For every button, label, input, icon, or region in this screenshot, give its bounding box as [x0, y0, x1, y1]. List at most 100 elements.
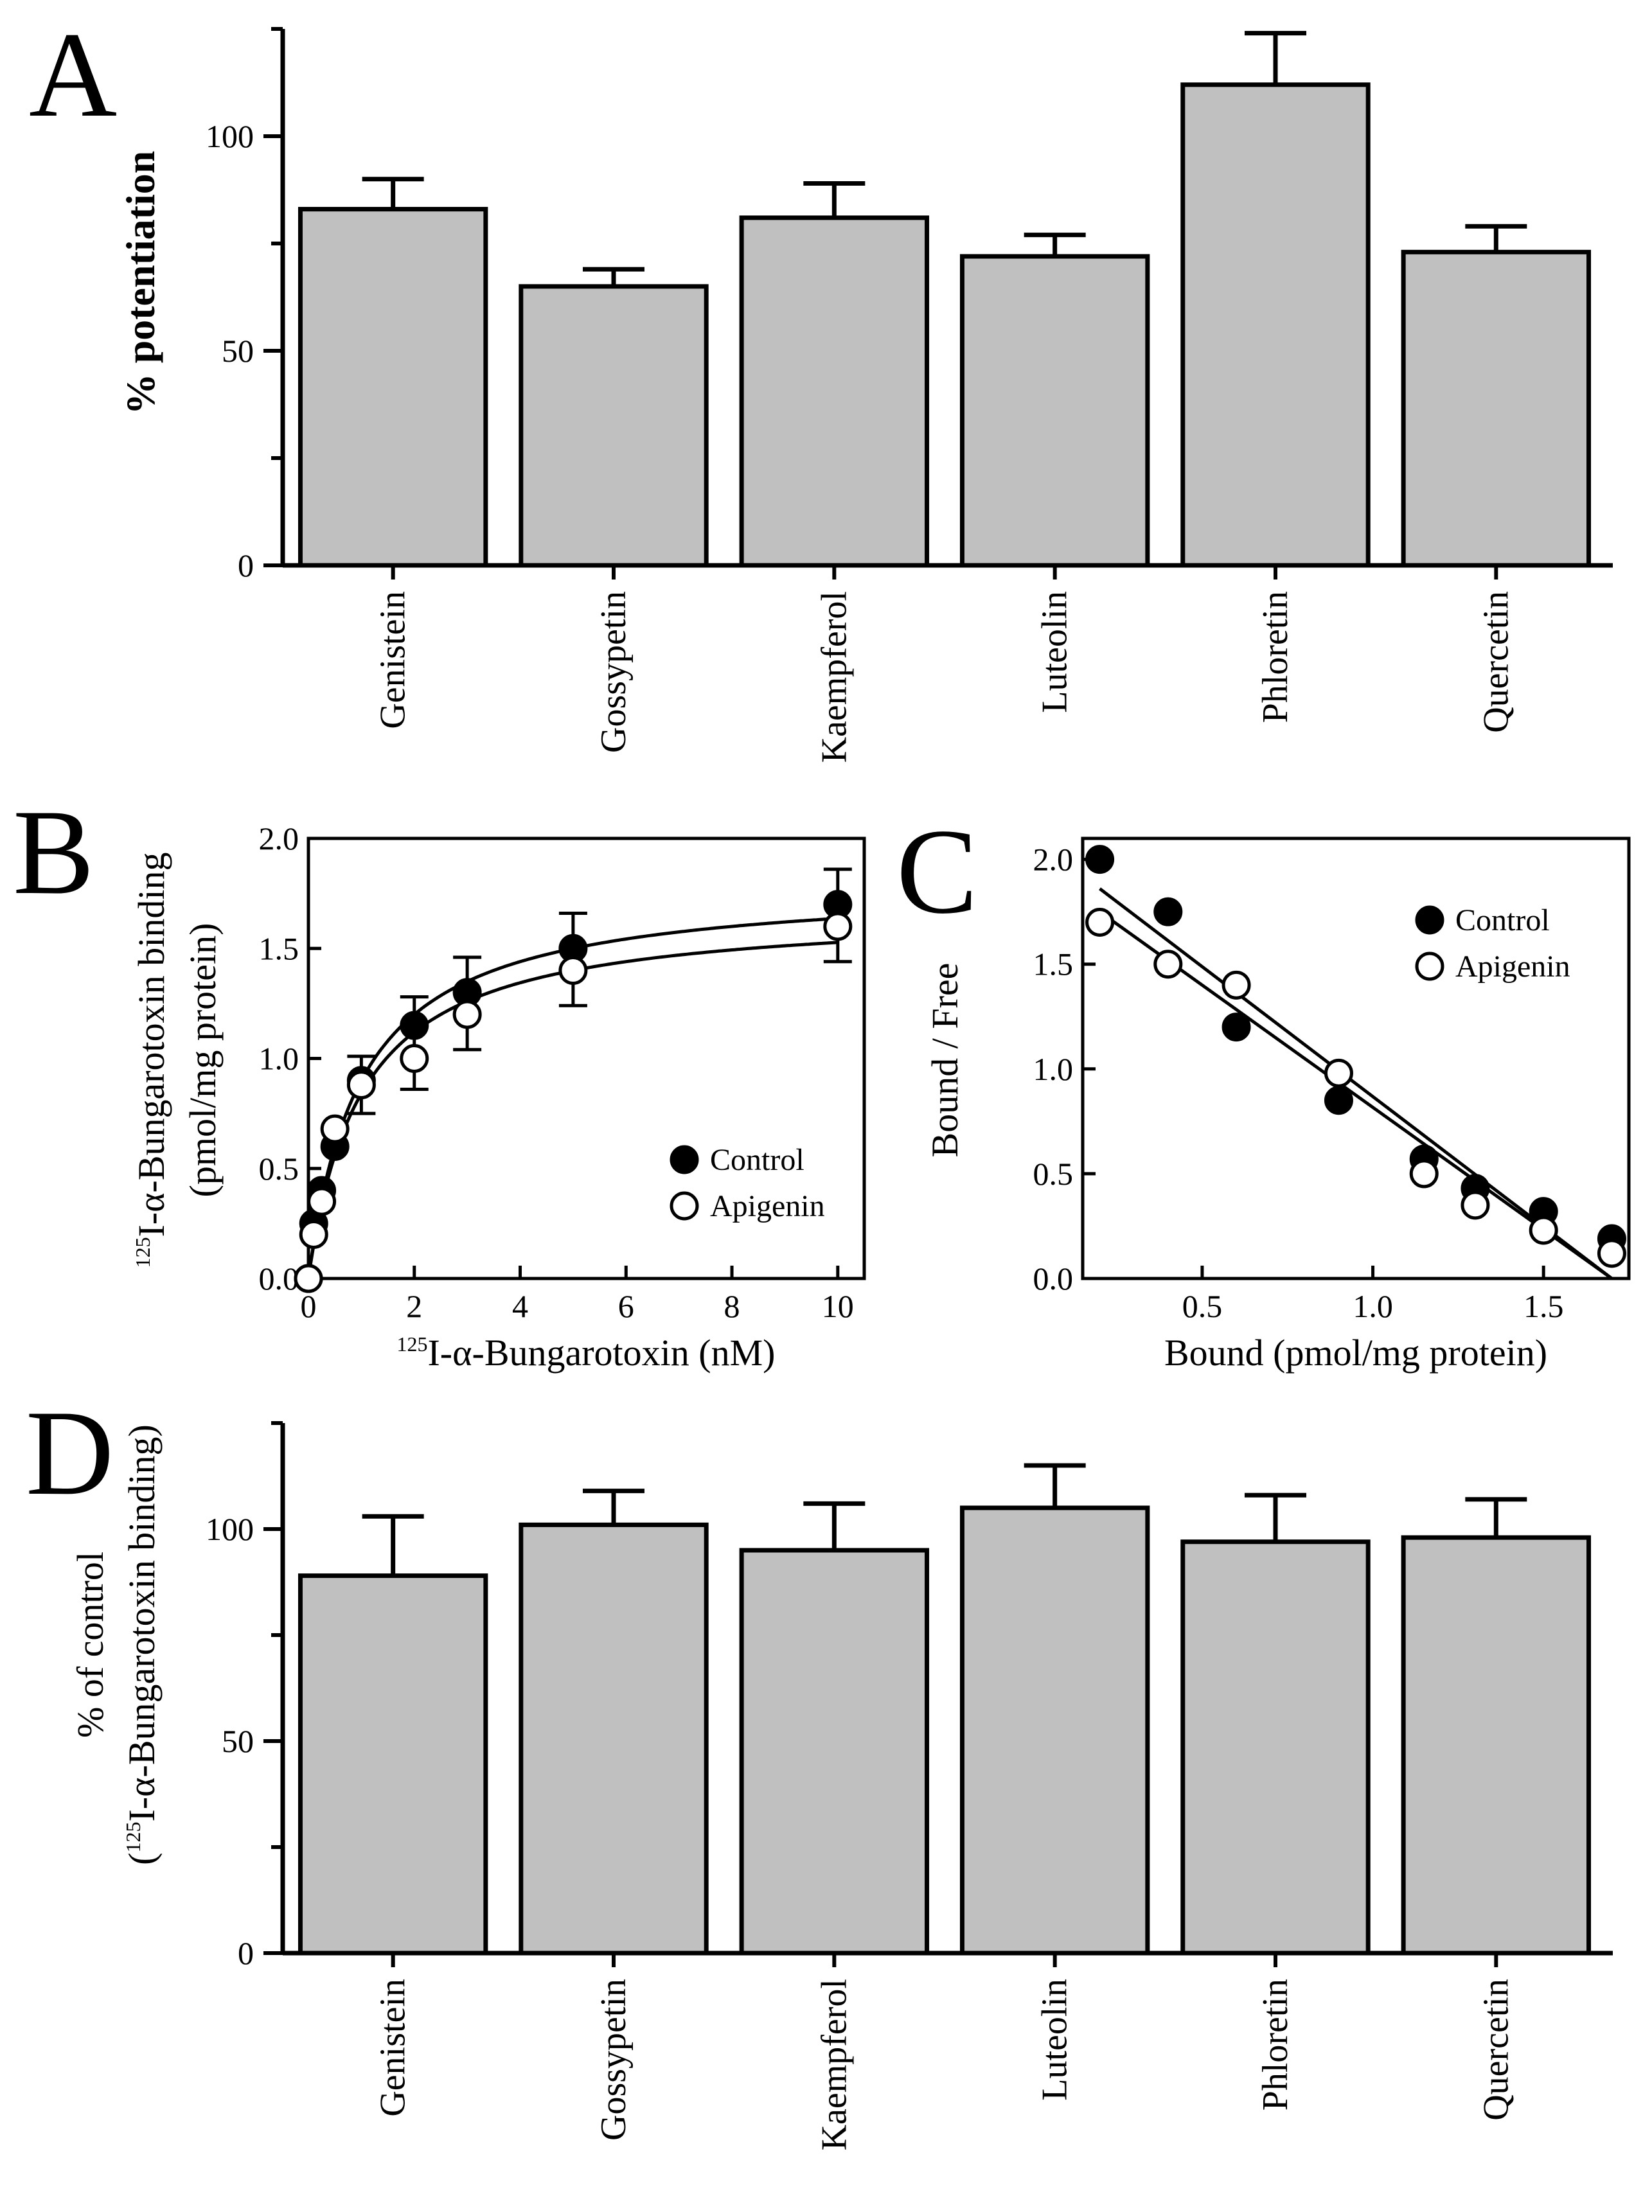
y-axis-title-line1: % of control	[69, 1552, 111, 1738]
bar-gossypetin	[519, 1522, 709, 1956]
x-tick-label: 6	[618, 1288, 634, 1324]
y-tick-label: 0	[238, 547, 254, 583]
legend-marker-control	[670, 1145, 699, 1174]
point-apigenin	[1153, 950, 1183, 979]
y-axis-title-paren: (	[121, 1853, 163, 1865]
point-apigenin	[823, 912, 853, 941]
point-control	[1221, 1013, 1251, 1042]
y-tick-label: 0	[238, 1935, 254, 1971]
legend-label-apigenin: Apigenin	[1455, 950, 1570, 984]
y-axis-title-superscript: 125	[131, 1237, 154, 1268]
y-tick-label: 0.0	[1033, 1261, 1074, 1296]
y-tick-label: 2.0	[259, 820, 299, 856]
category-label-phloretin: Phloretin	[1256, 1979, 1295, 2110]
bar-quercetin	[1401, 249, 1592, 568]
bar-phloretin	[1180, 1539, 1371, 1956]
bar-luteolin	[959, 1505, 1150, 1956]
x-tick-label: 8	[724, 1288, 740, 1324]
point-apigenin	[558, 956, 588, 985]
category-label-quercetin: Quercetin	[1476, 1979, 1516, 2121]
y-axis-title-superscript: 125	[121, 1822, 145, 1853]
x-tick-label: 0.5	[1182, 1288, 1223, 1324]
point-apigenin	[307, 1187, 337, 1216]
legend-marker-apigenin	[670, 1191, 699, 1221]
point-apigenin	[452, 1000, 482, 1029]
y-axis-title-line2: (125I-α-Bungarotoxin binding)	[121, 1424, 163, 1865]
point-apigenin	[1221, 970, 1251, 1000]
bar-gossypetin	[519, 284, 709, 568]
y-tick-label: 0.0	[259, 1261, 299, 1296]
x-tick-label: 0	[301, 1288, 317, 1324]
x-tick-label: 10	[822, 1288, 854, 1324]
bar-kaempferol	[739, 215, 930, 568]
category-label-gossypetin: Gossypetin	[594, 591, 634, 753]
category-label-quercetin: Quercetin	[1476, 591, 1516, 733]
panel-letter-b: B	[13, 785, 94, 920]
bar-kaempferol	[739, 1548, 930, 1956]
point-apigenin	[1409, 1159, 1439, 1189]
point-apigenin	[294, 1264, 323, 1293]
y-axis-title-line2: (pmol/mg protein)	[182, 923, 224, 1198]
category-label-kaempferol: Kaempferol	[814, 591, 854, 763]
bar-genistein	[298, 1573, 488, 1956]
legend-label-control: Control	[710, 1143, 804, 1177]
y-tick-label: 0.5	[259, 1151, 299, 1187]
y-tick-label: 0.5	[1033, 1156, 1074, 1192]
category-label-luteolin: Luteolin	[1035, 1979, 1075, 2101]
category-label-genistein: Genistein	[373, 591, 413, 729]
x-axis-title: 125I-α-Bungarotoxin (nM)	[396, 1332, 775, 1374]
x-tick-label: 4	[512, 1288, 528, 1324]
y-axis-title: % potentiation	[118, 151, 163, 415]
y-axis-title-text: I-α-Bungarotoxin binding)	[121, 1424, 163, 1821]
point-apigenin	[400, 1044, 429, 1073]
x-axis-title-superscript: 125	[396, 1332, 427, 1356]
fit-line-control	[1099, 887, 1613, 1280]
y-axis-title: Bound / Free	[924, 963, 966, 1158]
point-control	[400, 1011, 429, 1040]
bar-quercetin	[1401, 1535, 1592, 1956]
point-control	[1085, 845, 1115, 874]
y-axis-title-line1: 125I-α-Bungarotoxin binding	[130, 852, 172, 1268]
bar-genistein	[298, 207, 488, 568]
panel-letter-a: A	[29, 8, 117, 143]
y-tick-label: 100	[206, 118, 254, 154]
x-axis-title: Bound (pmol/mg protein)	[1164, 1332, 1547, 1374]
legend-marker-apigenin	[1415, 951, 1444, 981]
y-tick-label: 1.5	[259, 930, 299, 966]
point-apigenin	[1529, 1216, 1558, 1245]
category-label-genistein: Genistein	[373, 1979, 413, 2117]
point-apigenin	[1597, 1239, 1626, 1268]
point-control	[1324, 1086, 1353, 1115]
y-tick-label: 100	[206, 1511, 254, 1547]
point-apigenin	[320, 1114, 350, 1144]
x-tick-label: 2	[406, 1288, 422, 1324]
y-tick-label: 50	[222, 333, 254, 369]
point-control	[1153, 897, 1183, 926]
panel-a-bar-chart: Genistein Gossypetin Kaempferol Luteolin Phl…	[118, 27, 1613, 763]
panel-c-scatchard-plot: 0.5 1.0 1.5 0.0 0.5 1.0 1.5 2.0 Control Apigenin B…	[924, 836, 1631, 1374]
point-apigenin	[1461, 1190, 1490, 1220]
point-apigenin	[1324, 1058, 1353, 1088]
legend-label-control: Control	[1455, 903, 1550, 937]
category-label-phloretin: Phloretin	[1256, 591, 1295, 723]
fit-line-apigenin	[1099, 910, 1613, 1280]
y-tick-label: 1.0	[1033, 1051, 1074, 1087]
y-axis-title-text: I-α-Bungarotoxin binding	[130, 852, 172, 1237]
bar-phloretin	[1180, 82, 1371, 568]
panel-letter-c: C	[896, 804, 978, 939]
legend-marker-control	[1415, 905, 1444, 935]
legend-label-apigenin: Apigenin	[710, 1189, 825, 1223]
point-apigenin	[1085, 907, 1115, 937]
y-tick-label: 50	[222, 1723, 254, 1759]
x-tick-label: 1.0	[1353, 1288, 1393, 1324]
x-tick-label: 1.5	[1523, 1288, 1564, 1324]
bar-luteolin	[959, 254, 1150, 568]
point-apigenin	[346, 1070, 376, 1100]
y-tick-label: 2.0	[1033, 842, 1074, 878]
category-label-luteolin: Luteolin	[1035, 591, 1075, 713]
panel-d-bar-chart: Genistein Gossypetin Kaempferol Luteolin Phl…	[69, 1421, 1613, 2150]
panel-b-saturation-plot: 0 2 4 6 8 10 0.0 0.5 1.0 1.5 2.0 Control Apigenin 125…	[130, 820, 866, 1374]
x-axis-title-text: I-α-Bungarotoxin (nM)	[427, 1332, 775, 1374]
plot-frame	[1081, 836, 1631, 1280]
